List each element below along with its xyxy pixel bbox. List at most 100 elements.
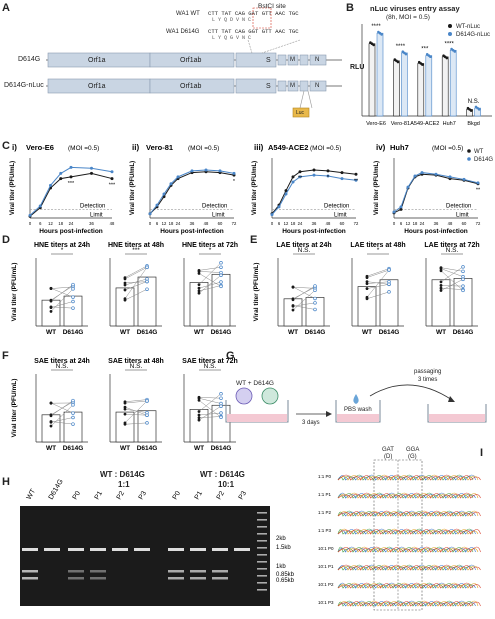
gel-band-main [212, 548, 228, 551]
def-pair-line [50, 400, 74, 416]
def-point [219, 273, 223, 277]
def-point [71, 415, 75, 420]
c-point [69, 175, 73, 179]
b-point [396, 60, 400, 64]
def-point [313, 296, 317, 301]
gel-lane-label: P2 [116, 490, 126, 501]
c-x-tick: 24 [298, 221, 303, 226]
def-bar [357, 286, 377, 327]
c-xlabel: Hours post-infection [39, 228, 103, 235]
gel-ladder-band [257, 554, 267, 556]
c-point [176, 175, 180, 179]
gel-lane-label: P1 [94, 490, 104, 501]
c-x-tick: 60 [462, 221, 467, 226]
b-point [421, 63, 424, 66]
def-point [439, 286, 443, 290]
gel-size-label: 1.5kb [276, 545, 291, 551]
legend-wt-nluc: WT-nLuc [456, 24, 481, 30]
def-point [71, 295, 75, 299]
c-x-tick: 36 [312, 221, 317, 226]
def-point [145, 265, 149, 270]
def-sig-label: * [61, 247, 64, 254]
c-point [90, 166, 93, 170]
def-point [219, 280, 223, 284]
c-sig-label: ** [298, 176, 303, 182]
def-sig-label: N.S. [56, 363, 69, 370]
def-pair-line [198, 271, 222, 273]
c-x-tick: 6 [278, 221, 281, 226]
wa1-d614g-sequence: CTT TAT CAG GGT GTT AAC TGC [208, 28, 299, 35]
gel-ladder-band [257, 533, 267, 535]
c-x-tick: 0 [393, 221, 396, 226]
wa1-wt-label: WA1 WT [176, 11, 200, 17]
panel-g-illustration [225, 384, 487, 423]
c-x-tick: 18 [291, 221, 296, 226]
def-sub-title: SAE titers at 72h [182, 358, 238, 365]
c-point [413, 174, 417, 178]
c-point [59, 171, 63, 175]
def-pair-line [124, 267, 148, 299]
def-sig-label: *** [132, 247, 140, 254]
m-label-2: M [290, 83, 295, 89]
def-point [71, 403, 75, 407]
passaging-label: passaging [414, 369, 442, 375]
d614g-virus-icon [261, 387, 279, 405]
codon-gat-aa: (D) [384, 454, 393, 460]
chromatogram-row-label: 10:1 P2 [318, 582, 334, 587]
legend-d614g: D614G [474, 157, 494, 163]
b-point [429, 55, 432, 59]
c-point [204, 168, 208, 172]
def-point [49, 310, 53, 313]
c-x-tick: 0 [271, 221, 274, 226]
def-point [145, 279, 149, 284]
c-ylabel: Viral titer (PFU/mL) [130, 161, 136, 215]
codon-box [373, 459, 423, 611]
panel-b-letter: B [346, 2, 354, 14]
gel-lane-label: P2 [216, 490, 226, 501]
def-bar [283, 298, 303, 327]
def-x-tick: D614G [63, 329, 84, 336]
c-point [110, 177, 114, 181]
c-x-tick: 24 [69, 221, 74, 226]
def-point [291, 298, 295, 302]
def-pair-line [366, 268, 390, 277]
pbs-wash-label: PBS wash [344, 407, 372, 413]
gel-band-main [22, 548, 38, 551]
def-sig-label: N.S. [130, 363, 143, 370]
c-x-tick: 60 [340, 221, 345, 226]
def-point [197, 416, 201, 420]
ratio2-value: 10:1 [218, 480, 235, 489]
c-point [399, 205, 403, 209]
orf1a-label-2: Orf1a [88, 83, 106, 90]
gel-lane-label: P3 [138, 490, 148, 501]
genome-schematic-d614g-nluc [46, 78, 342, 118]
c-x-tick: 24 [420, 221, 425, 226]
def-sig-label: N.S. [446, 247, 459, 254]
def-x-tick: WT [194, 329, 204, 336]
c-sub-title: A549-ACE2 [268, 143, 308, 152]
chromatogram-row-label: 1:1 P3 [318, 528, 332, 533]
c-x-tick: 36 [190, 221, 195, 226]
def-sub-title: HNE titers at 72h [182, 242, 238, 249]
panel-h-letter: H [2, 476, 10, 488]
c-sig-label: ** [354, 178, 359, 184]
def-point [49, 424, 53, 428]
c-point [277, 205, 281, 209]
chromatogram-trace [337, 528, 479, 535]
def-point [123, 407, 127, 411]
def-point [313, 288, 317, 293]
gel-size-label: 2kb [276, 536, 286, 542]
def-pair-line [198, 262, 222, 285]
def-point [439, 280, 443, 284]
panel-i-chromatograms: 1:1 P0 1:1 P1 1:1 P2 1:1 P3 10:1 P0 10:1 P1 10… [318, 459, 481, 611]
b-sig-label: N.S. [468, 99, 480, 105]
chromatogram-row-label: 10:1 P1 [318, 564, 334, 569]
def-point [313, 301, 317, 305]
def-pair-line [50, 417, 74, 423]
def-pair-line [198, 393, 222, 412]
def-pair-line [440, 268, 464, 277]
b-point [445, 56, 449, 60]
def-x-tick: D614G [63, 445, 84, 452]
gel-band-cut [212, 570, 228, 573]
b-bar [401, 52, 408, 117]
